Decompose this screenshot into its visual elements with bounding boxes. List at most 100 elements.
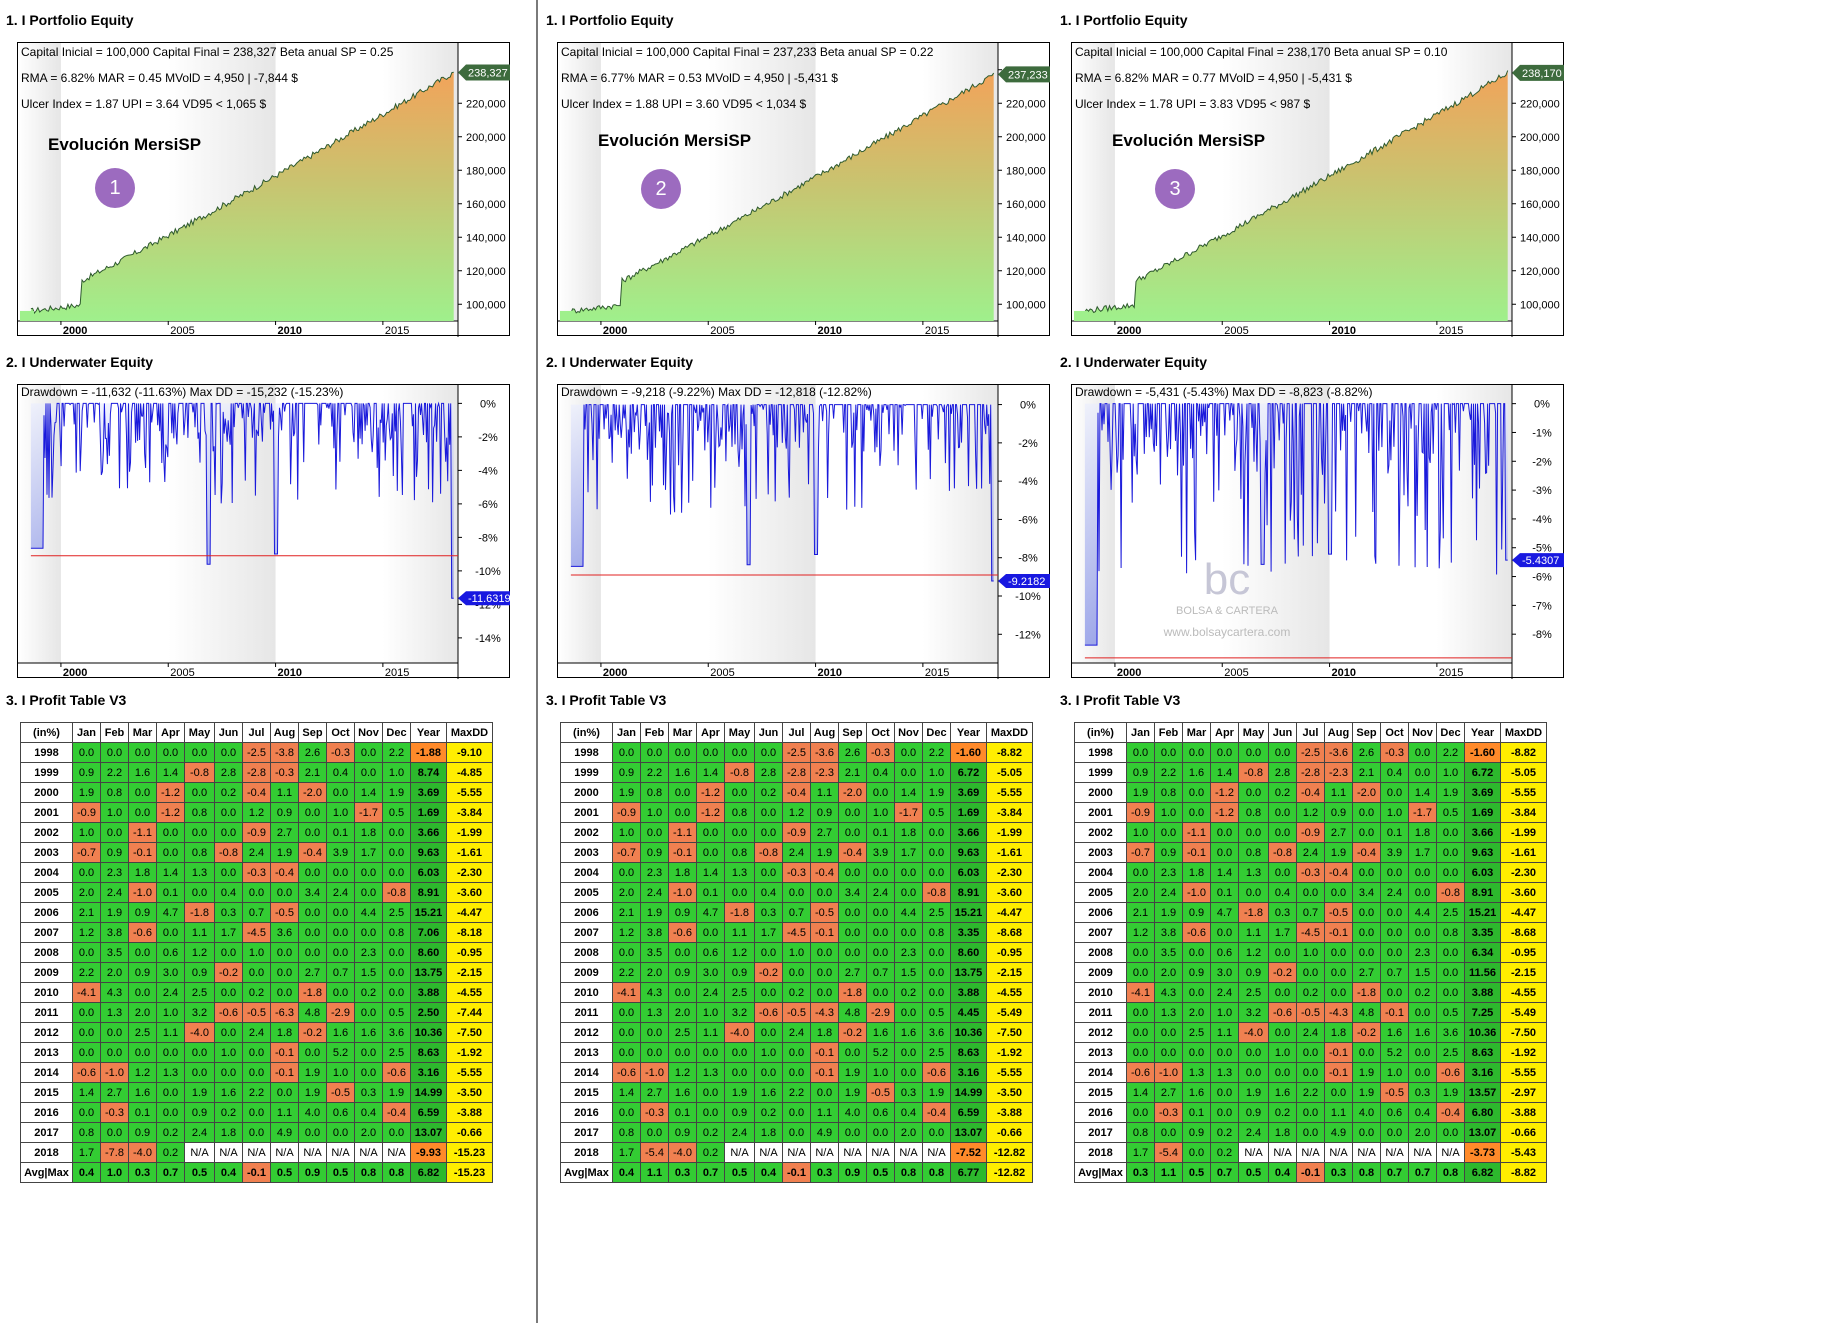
- table-cell: 0.4: [354, 1102, 383, 1123]
- table-cell: 0.0: [866, 1122, 895, 1143]
- table-cell: -2.0: [298, 782, 327, 803]
- table-cell: -1.60: [950, 742, 987, 763]
- table-cell: -1.2: [696, 802, 725, 823]
- table-cell: 0.0: [1154, 1022, 1183, 1043]
- table-cell: 2.7: [100, 1082, 129, 1103]
- table-cell: 2016: [1074, 1102, 1127, 1123]
- table-cell: 0.0: [1436, 942, 1465, 963]
- table-cell: 1.3: [640, 1002, 669, 1023]
- table-cell: 2.5: [1436, 902, 1465, 923]
- table-cell: 0.7: [1408, 1162, 1437, 1183]
- table-cell: 2.1: [1126, 902, 1155, 923]
- final-value-label: 237,233: [1008, 69, 1048, 81]
- y-tick-label: -6%: [478, 499, 498, 511]
- table-row: 2014 -0.6 -1.0 1.2 1.3 0.0 0.0 0.0 -0.1 1.9 1.0 0.0…: [20, 1062, 493, 1083]
- y-tick-label: -10%: [1015, 591, 1041, 603]
- table-cell: 0.0: [1408, 762, 1437, 783]
- table-cell: 1.2: [612, 922, 641, 943]
- x-tick-label: 2015: [925, 325, 949, 337]
- table-cell: -1.7: [1408, 802, 1437, 823]
- equity-start-block: [560, 310, 574, 321]
- table-cell: 0.0: [270, 1082, 299, 1103]
- table-cell: 1.3: [100, 1002, 129, 1023]
- y-tick-label: -12%: [1015, 629, 1041, 641]
- table-cell: -0.2: [1268, 962, 1297, 983]
- table-cell: 0.5: [326, 1162, 355, 1183]
- table-cell: -0.5: [242, 1002, 271, 1023]
- table-cell: 1.0: [1154, 802, 1183, 823]
- table-cell: 0.0: [72, 1042, 101, 1063]
- table-cell: 2.5: [1182, 1022, 1211, 1043]
- table-cell: 1.1: [184, 922, 215, 943]
- table-cell: -8.82: [1500, 1162, 1547, 1183]
- table-cell: 6.72: [950, 762, 987, 783]
- table-row: 2018 1.7 -5.4 0.0 0.2 N/A N/A N/A N/A N/A N/A N/A N/…: [1074, 1142, 1547, 1163]
- table-cell: 2.8: [214, 762, 243, 783]
- table-cell: -0.1: [668, 842, 697, 863]
- table-row: 2012 0.0 0.0 2.5 1.1 -4.0 0.0 2.4 1.8 -0.2 1.6 1.6 3…: [20, 1022, 493, 1043]
- table-cell: 0.8: [1352, 1162, 1381, 1183]
- table-cell: 0.9: [612, 762, 641, 783]
- equity-stat-line: Capital Inicial = 100,000 Capital Final …: [21, 45, 394, 59]
- table-cell: 0.9: [1238, 1102, 1269, 1123]
- table-cell: 0.6: [696, 942, 725, 963]
- table-cell: 0.0: [128, 1042, 157, 1063]
- y-tick-label: 100,000: [1006, 299, 1046, 311]
- column-header: Jun: [754, 722, 783, 743]
- column-header: May: [184, 722, 215, 743]
- table-cell: -1.60: [1464, 742, 1501, 763]
- table-cell: 0.0: [668, 742, 697, 763]
- table-cell: 0.0: [128, 802, 157, 823]
- table-cell: 0.0: [184, 742, 215, 763]
- table-cell: 0.0: [1268, 822, 1297, 843]
- table-cell: -8.82: [986, 742, 1033, 763]
- table-cell: 1.9: [612, 782, 641, 803]
- column-header: Jan: [1126, 722, 1155, 743]
- table-cell: 0.0: [668, 982, 697, 1003]
- table-cell: 0.0: [1408, 1002, 1437, 1023]
- y-tick-label: -8%: [1018, 553, 1038, 565]
- table-cell: 2.4: [696, 982, 725, 1003]
- table-cell: 0.9: [100, 842, 129, 863]
- y-tick-label: 160,000: [466, 199, 506, 211]
- table-cell: 0.9: [298, 1162, 327, 1183]
- table-cell: 0.0: [640, 1042, 669, 1063]
- table-cell: -5.55: [446, 1062, 493, 1083]
- column-header: MaxDD: [446, 722, 493, 743]
- table-cell: -1.2: [156, 802, 185, 823]
- strategy-panel-3: 1. I Portfolio Equity 100,000 120,000 140,0…: [1054, 0, 1830, 1323]
- table-cell: 0.2: [354, 982, 383, 1003]
- table-cell: 0.0: [354, 1062, 383, 1083]
- table-cell: -3.73: [1464, 1142, 1501, 1163]
- table-cell: 0.0: [1408, 1042, 1437, 1063]
- x-tick-label: 2005: [1224, 667, 1248, 679]
- table-cell: 4.8: [298, 1002, 327, 1023]
- column-header: Oct: [866, 722, 895, 743]
- table-cell: 2.4: [782, 842, 811, 863]
- table-cell: -4.55: [986, 982, 1033, 1003]
- profit-section-title: 3. I Profit Table V3: [1060, 692, 1181, 708]
- table-cell: 1.7: [354, 842, 383, 863]
- table-cell: 1.6: [1268, 1082, 1297, 1103]
- table-row: 2006 2.1 1.9 0.9 4.7 -1.8 0.3 0.7 -0.5 0.0 0.0 4.4 2…: [560, 902, 1033, 923]
- table-cell: N/A: [1436, 1142, 1465, 1163]
- table-cell: 2.5: [922, 1042, 951, 1063]
- final-value-badge: 237,233: [998, 66, 1050, 83]
- table-row: 2013 0.0 0.0 0.0 0.0 0.0 1.0 0.0 -0.1 0.0 5.2 0.0 2.…: [560, 1042, 1033, 1063]
- table-cell: 0.0: [782, 1102, 811, 1123]
- table-cell: 1.1: [696, 1022, 725, 1043]
- strategy-panel-1: 1. I Portfolio Equity 100,000 120,000 140,0…: [0, 0, 538, 1323]
- table-cell: -5.55: [1500, 782, 1547, 803]
- table-cell: 0.0: [640, 1122, 669, 1143]
- table-cell: 6.77: [950, 1162, 987, 1183]
- table-cell: 0.0: [696, 842, 725, 863]
- table-cell: 1.9: [1154, 902, 1183, 923]
- table-cell: 2012: [20, 1022, 73, 1043]
- table-cell: -1.8: [184, 902, 215, 923]
- table-cell: 2.4: [100, 882, 129, 903]
- table-cell: 2008: [1074, 942, 1127, 963]
- table-cell: -4.47: [446, 902, 493, 923]
- table-cell: 1.6: [214, 1082, 243, 1103]
- table-cell: 0.0: [838, 902, 867, 923]
- table-cell: N/A: [1408, 1142, 1437, 1163]
